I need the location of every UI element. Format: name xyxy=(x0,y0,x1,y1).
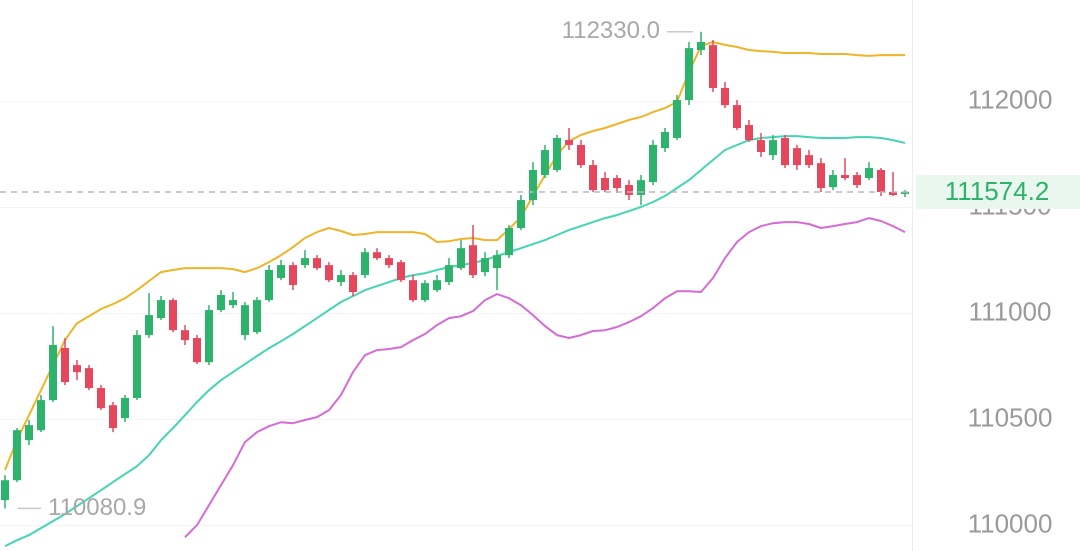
candle-body xyxy=(313,258,321,269)
band-line xyxy=(184,217,906,538)
candle-body xyxy=(553,137,561,170)
candle-body xyxy=(361,252,369,276)
candle-body xyxy=(649,144,657,183)
candle-body xyxy=(517,200,525,229)
candle-body xyxy=(157,300,165,319)
candle-body xyxy=(793,148,801,166)
candle-body xyxy=(25,425,33,441)
candle-body xyxy=(289,265,297,286)
candle-body xyxy=(745,125,753,141)
y-tick-label: 111000 xyxy=(969,297,1052,327)
candle-body xyxy=(685,48,693,101)
candle-body xyxy=(253,300,261,333)
grid: 110000110500111000111500112000 xyxy=(0,85,1053,538)
y-tick-label: 110500 xyxy=(968,402,1053,432)
candle-body xyxy=(181,330,189,341)
candle-body xyxy=(733,105,741,129)
candle-body xyxy=(613,178,621,188)
candle-body xyxy=(97,388,105,409)
candle-body xyxy=(493,255,501,269)
candle-body xyxy=(769,140,777,156)
candle-body xyxy=(601,178,609,191)
max-label: 112330.0 xyxy=(562,17,660,44)
candle-body xyxy=(589,165,597,191)
candles xyxy=(1,31,909,509)
candle-body xyxy=(541,150,549,176)
candle-body xyxy=(661,132,669,149)
candle-body xyxy=(805,155,813,166)
last-price-label: 111574.2 xyxy=(945,176,1050,206)
candle-body xyxy=(853,175,861,186)
candle-body xyxy=(349,275,357,293)
candle-body xyxy=(697,41,705,51)
candle-body xyxy=(901,191,909,194)
candle-body xyxy=(49,345,57,401)
candle-body xyxy=(337,275,345,283)
candle-body xyxy=(673,100,681,138)
candle-body xyxy=(205,310,213,363)
candle-body xyxy=(109,405,117,429)
candle-body xyxy=(637,180,645,195)
candle-body xyxy=(865,168,873,179)
candle-body xyxy=(565,140,573,145)
candle-body xyxy=(469,245,477,276)
candle-body xyxy=(241,305,249,336)
candle-body xyxy=(121,397,129,419)
bands xyxy=(4,41,906,547)
band-line xyxy=(4,135,906,547)
candle-body xyxy=(817,163,825,188)
candle-body xyxy=(265,269,273,301)
last-price-tag xyxy=(916,174,1080,209)
candle-body xyxy=(169,300,177,331)
candle-body xyxy=(217,294,225,311)
candle-body xyxy=(1,480,9,501)
candle-body xyxy=(193,338,201,363)
candle-body xyxy=(457,248,465,269)
y-tick-label: 110000 xyxy=(968,508,1053,538)
candle-body xyxy=(877,169,885,193)
candle-body xyxy=(409,280,417,301)
overlay: 112330.0 110080.9 111574.2 xyxy=(0,17,1080,521)
y-tick-label: 112000 xyxy=(968,85,1053,115)
candle-body xyxy=(133,335,141,398)
candle-body xyxy=(61,347,69,383)
candle-body xyxy=(625,185,633,195)
candle-body xyxy=(397,262,405,281)
candle-body xyxy=(481,258,489,273)
candle-body xyxy=(373,252,381,259)
candle-body xyxy=(781,137,789,166)
candle-body xyxy=(325,265,333,281)
candle-body xyxy=(505,228,513,256)
candle-body xyxy=(445,265,453,283)
candle-body xyxy=(433,280,441,291)
candle-body xyxy=(529,169,537,201)
candle-body xyxy=(889,192,897,195)
candle-body xyxy=(385,258,393,266)
candle-body xyxy=(37,400,45,431)
candle-body xyxy=(85,368,93,389)
candle-body xyxy=(841,175,849,179)
candle-body xyxy=(145,315,153,336)
candle-body xyxy=(13,430,21,481)
candle-body xyxy=(73,365,81,373)
candle-body xyxy=(721,87,729,106)
band-line xyxy=(4,41,905,471)
min-label: 110080.9 xyxy=(48,494,146,521)
candle-body xyxy=(229,300,237,306)
candle-body xyxy=(421,283,429,301)
candle-body xyxy=(301,258,309,266)
candle-body xyxy=(829,175,837,188)
candle-body xyxy=(709,45,717,88)
candle-body xyxy=(577,144,585,166)
candle-body xyxy=(277,265,285,279)
candle-body xyxy=(757,140,765,152)
